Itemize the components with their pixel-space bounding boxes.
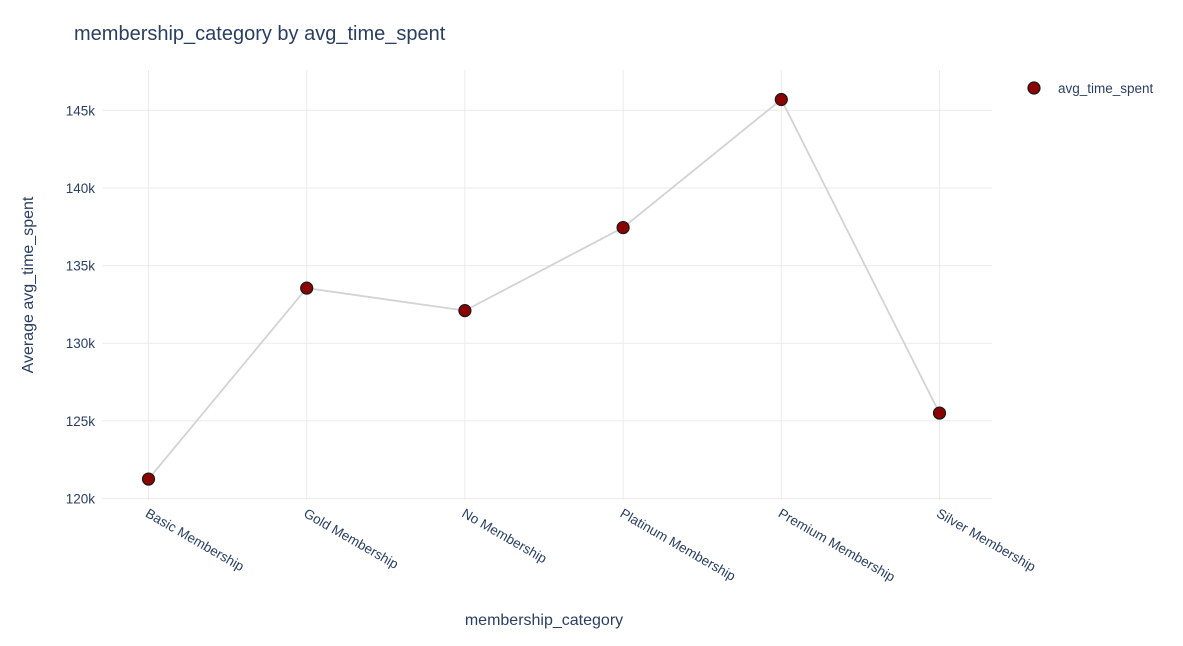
data-point-marker[interactable] — [932, 406, 947, 420]
x-tick-label: Gold Membership — [301, 506, 401, 572]
y-tick-label: 140k — [66, 181, 96, 196]
chart-title: membership_category by avg_time_spent — [74, 23, 446, 45]
data-point-marker[interactable] — [458, 304, 472, 318]
y-tick-label: 145k — [66, 103, 96, 118]
series-line — [147, 98, 941, 480]
y-tick-label: 135k — [66, 259, 96, 274]
x-tick-label: Basic Membership — [143, 506, 247, 575]
legend-label: avg_time_spent — [1058, 81, 1154, 96]
x-tick-label: Platinum Membership — [618, 506, 739, 584]
x-axis-ticks: Basic Membership Gold Membership No Member… — [143, 506, 1038, 585]
data-point-marker[interactable] — [774, 92, 788, 107]
data-point-marker[interactable] — [141, 472, 156, 486]
x-tick-label: Silver Membership — [934, 506, 1038, 575]
legend[interactable]: avg_time_spent — [1027, 81, 1154, 96]
y-tick-label: 120k — [66, 491, 96, 506]
x-tick-label: No Membership — [459, 506, 549, 567]
data-point-marker[interactable] — [616, 220, 630, 235]
y-tick-label: 125k — [66, 414, 96, 429]
gridlines — [102, 70, 992, 500]
x-tick-label: Premium Membership — [776, 506, 898, 585]
y-axis-ticks: 120k 125k 130k 135k 140k 145k — [66, 103, 96, 506]
legend-marker-icon — [1027, 81, 1041, 95]
series-layer — [141, 92, 947, 486]
y-tick-label: 130k — [66, 336, 96, 351]
data-point-marker[interactable] — [300, 281, 314, 295]
y-axis-title: Average avg_time_spent — [20, 196, 37, 373]
x-axis-title: membership_category — [465, 612, 623, 629]
